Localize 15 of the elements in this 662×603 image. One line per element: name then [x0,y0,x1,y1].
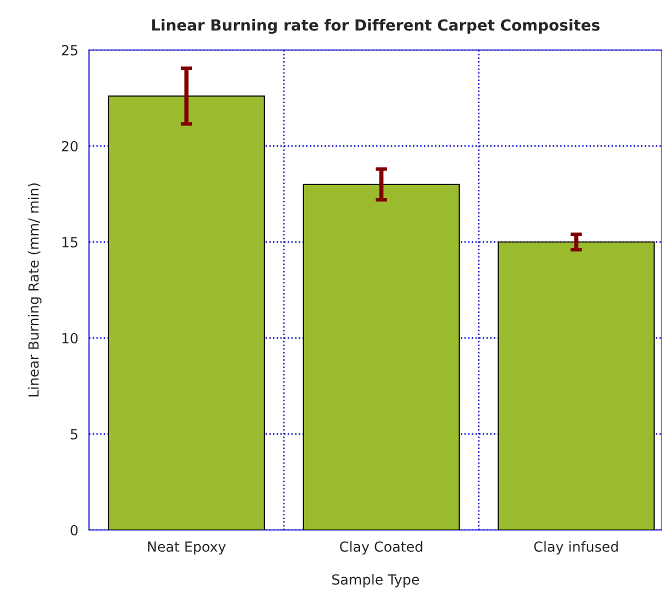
x-tick-label: Clay Coated [340,541,422,555]
x-tick-label: Neat Epoxy [148,542,226,555]
y-tick-label: 0 [70,524,78,536]
x-axis-title: Sample Type [332,574,419,588]
y-tick-label: 25 [62,44,78,56]
y-tick-label: 10 [62,332,78,344]
y-tick-label: 5 [70,429,78,440]
y-axis-title: Linear Burning Rate (mm/ min) [28,183,42,396]
y-tick-label: 15 [62,237,78,248]
bar [498,241,655,530]
x-tick-label: Clay infused [534,541,618,555]
chart-title: Linear Burning rate for Different Carpet Composites [152,18,600,34]
bar [302,184,460,530]
bar [108,96,265,530]
y-tick-label: 20 [62,140,78,152]
